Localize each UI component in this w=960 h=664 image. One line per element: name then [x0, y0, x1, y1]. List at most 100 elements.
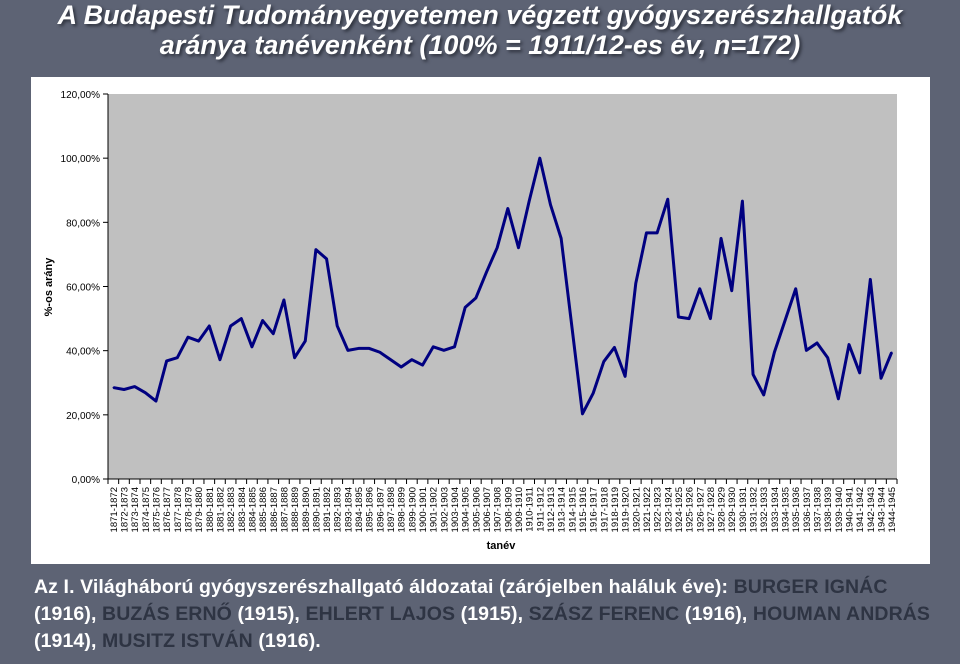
x-tick-label: 1937-1938 — [813, 487, 824, 532]
data-point — [251, 346, 253, 348]
x-tick-label: 1872-1873 — [119, 487, 130, 532]
y-tick-label: 100,00% — [61, 154, 101, 165]
x-tick-label: 1924-1925 — [674, 487, 685, 532]
data-point — [549, 203, 552, 206]
data-point — [464, 306, 466, 309]
x-tick-label: 1915-1916 — [578, 487, 589, 532]
x-tick-label: 1938-1939 — [823, 487, 834, 532]
x-tick-label: 1881-1882 — [215, 487, 226, 532]
data-point — [347, 349, 349, 352]
data-point — [645, 232, 648, 234]
data-point — [613, 346, 616, 349]
x-tick-label: 1927-1928 — [706, 487, 717, 532]
x-tick-label: 1920-1921 — [631, 487, 642, 532]
y-tick-label: 80,00% — [66, 218, 100, 229]
victim-year: (1914), — [34, 630, 103, 652]
x-tick-label: 1906-1907 — [482, 487, 493, 532]
x-tick-label: 1875-1876 — [151, 487, 162, 532]
x-tick-label: 1884-1885 — [247, 487, 258, 532]
data-point — [816, 342, 818, 344]
victim-name: SZÁSZ FERENC — [528, 603, 680, 625]
x-tick-label: 1905-1906 — [471, 487, 482, 532]
line-chart: 0,00% 20,00% 40,00% 60,00% 80,00% 100,00% 120,… — [43, 90, 898, 552]
data-point — [133, 385, 136, 388]
x-tick-label: 1913-1914 — [557, 487, 568, 532]
data-point — [581, 413, 584, 415]
x-tick-label: 1890-1891 — [311, 487, 322, 532]
caption: Az I. Világháború gyógyszerészhallgató á… — [34, 574, 934, 655]
x-tick-label: 1876-1877 — [162, 487, 173, 532]
victim-year: (1916), — [679, 603, 753, 625]
x-tick-label: 1943-1944 — [877, 487, 888, 532]
caption-intro: Az I. Világháború gyógyszerészhallgató á… — [34, 576, 729, 598]
x-tick-label: 1898-1899 — [397, 487, 408, 532]
x-tick-label: 1929-1930 — [727, 487, 738, 532]
data-point — [155, 400, 157, 402]
x-tick-label: 1878-1879 — [183, 487, 194, 532]
x-tick-label: 1930-1931 — [738, 487, 749, 532]
x-tick-label: 1895-1896 — [365, 487, 376, 532]
data-point — [112, 386, 115, 389]
x-tick-label: 1892-1893 — [333, 487, 344, 532]
x-tick-label: 1912-1913 — [546, 487, 557, 532]
chart-panel: 0,00% 20,00% 40,00% 60,00% 80,00% 100,00% 120,… — [31, 77, 930, 564]
x-tick-label: 1879-1880 — [194, 487, 205, 532]
x-tick-label: 1939-1940 — [834, 487, 845, 532]
x-tick-label: 1871-1872 — [109, 487, 120, 532]
data-point — [400, 366, 403, 368]
series — [112, 156, 894, 416]
data-point — [592, 392, 594, 395]
x-tick-label: 1925-1926 — [685, 487, 696, 532]
x-tick-label: 1899-1900 — [407, 487, 418, 532]
data-point — [357, 347, 360, 350]
data-point — [325, 258, 328, 260]
x-tick-label: 1873-1874 — [130, 487, 141, 532]
data-point — [123, 388, 125, 391]
x-tick-label: 1874-1875 — [141, 487, 152, 532]
data-point — [379, 351, 381, 354]
victim-list: BURGER IGNÁC (1916), BUZÁS ERNŐ (1915), … — [34, 576, 930, 652]
y-axis-label: %-os arány — [43, 257, 55, 317]
data-point — [858, 372, 861, 374]
data-point — [698, 287, 701, 290]
data-point — [688, 317, 690, 320]
data-point — [208, 325, 211, 327]
x-tick-label: 1886-1887 — [269, 487, 280, 532]
victim-year: (1916). — [252, 630, 321, 652]
x-tick-label: 1936-1937 — [802, 487, 813, 532]
data-point — [528, 200, 530, 202]
data-point — [261, 319, 264, 322]
data-point — [496, 246, 498, 249]
data-point — [677, 316, 680, 318]
chart-title-line2: aránya tanévenként (100% = 1911/12-es év… — [159, 30, 801, 60]
data-point — [539, 157, 541, 159]
x-tick-label: 1923-1924 — [663, 487, 674, 532]
data-point — [485, 271, 488, 273]
x-tick-label: 1911-1912 — [535, 487, 546, 532]
data-point — [709, 317, 712, 320]
x-tick-label: 1897-1898 — [386, 487, 397, 532]
x-tick-label: 1894-1895 — [354, 487, 365, 532]
data-point — [240, 317, 243, 320]
data-point — [890, 351, 893, 354]
data-point — [432, 346, 434, 348]
x-tick-label: 1891-1892 — [322, 487, 333, 532]
x-tick-label: 1882-1883 — [226, 487, 237, 532]
data-point — [293, 356, 296, 359]
x-tick-label: 1918-1919 — [610, 487, 621, 532]
data-point — [602, 360, 605, 363]
victim-name: HOUMAN ANDRÁS — [752, 603, 931, 625]
data-point — [144, 391, 147, 394]
data-point — [634, 282, 637, 285]
data-point — [666, 198, 669, 201]
data-point — [368, 347, 371, 350]
x-tick-label: 1888-1889 — [290, 487, 301, 532]
data-point — [730, 289, 733, 292]
data-point — [336, 325, 339, 327]
data-point — [283, 299, 285, 301]
plot-area — [108, 94, 897, 479]
data-point — [507, 207, 509, 210]
data-point — [869, 278, 872, 281]
x-tick-label: 1917-1918 — [599, 487, 610, 532]
x-tick-label: 1885-1886 — [258, 487, 269, 532]
